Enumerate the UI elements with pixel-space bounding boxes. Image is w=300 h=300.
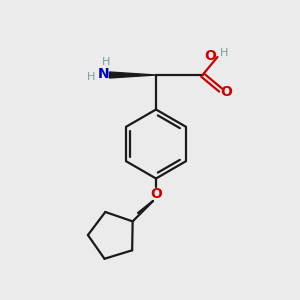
Text: H: H [87, 72, 96, 82]
Polygon shape [110, 72, 156, 78]
Text: H: H [220, 47, 228, 58]
Text: O: O [204, 50, 216, 63]
Text: N: N [98, 67, 109, 80]
Text: O: O [220, 85, 232, 98]
Text: O: O [150, 187, 162, 200]
Text: H: H [102, 57, 111, 68]
